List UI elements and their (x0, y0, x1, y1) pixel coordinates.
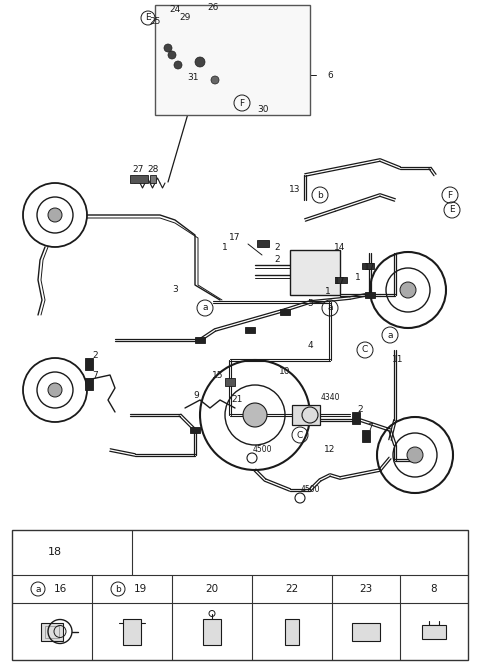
Text: 20: 20 (205, 584, 218, 594)
Circle shape (211, 76, 219, 84)
Bar (45, 625, 59, 637)
Bar (12, 530, 468, 660)
Bar (85, 358, 93, 370)
Text: 2: 2 (274, 256, 280, 264)
Text: 26: 26 (207, 3, 219, 13)
Text: b: b (115, 584, 121, 594)
Text: E: E (449, 205, 455, 214)
Bar (123, 618, 141, 645)
Bar (362, 263, 374, 269)
Text: 12: 12 (324, 446, 336, 454)
Text: 1: 1 (325, 286, 331, 295)
Bar (150, 175, 156, 183)
Text: 19: 19 (133, 584, 146, 594)
Bar (85, 378, 93, 390)
Bar (352, 412, 360, 424)
Circle shape (243, 403, 267, 427)
Circle shape (48, 383, 62, 397)
Text: 28: 28 (147, 165, 159, 175)
Circle shape (195, 57, 205, 67)
Text: 4340: 4340 (320, 394, 340, 402)
Text: 23: 23 (360, 584, 372, 594)
Circle shape (400, 282, 416, 298)
Circle shape (174, 61, 182, 69)
Text: 2: 2 (274, 244, 280, 252)
Text: a: a (387, 331, 393, 339)
Text: 17: 17 (364, 264, 376, 272)
Text: 14: 14 (334, 244, 346, 252)
Text: 3: 3 (172, 286, 178, 295)
Text: 18: 18 (48, 547, 62, 557)
Circle shape (164, 44, 172, 52)
Text: 27: 27 (132, 165, 144, 175)
Text: 9: 9 (193, 390, 199, 400)
Bar (290, 250, 340, 295)
Text: 13: 13 (289, 185, 301, 195)
Text: 4500: 4500 (252, 446, 272, 454)
Text: E: E (145, 13, 151, 23)
Bar (41, 623, 63, 641)
Text: 7: 7 (92, 371, 98, 380)
Bar (292, 405, 320, 425)
Bar (245, 327, 255, 333)
Text: 1: 1 (355, 272, 361, 282)
Bar (225, 378, 235, 386)
Bar (203, 618, 221, 645)
Text: 21: 21 (231, 396, 243, 404)
Text: 6: 6 (327, 70, 333, 80)
Text: 16: 16 (53, 584, 67, 594)
Text: 2: 2 (357, 406, 363, 414)
Bar (130, 175, 148, 183)
Bar (335, 277, 347, 283)
Text: a: a (327, 303, 333, 313)
Text: 4500: 4500 (300, 485, 320, 495)
Text: F: F (240, 98, 245, 108)
Text: 1: 1 (222, 244, 228, 252)
Text: F: F (447, 191, 453, 199)
Bar (352, 623, 380, 641)
Text: 31: 31 (187, 74, 199, 82)
Circle shape (48, 208, 62, 222)
Bar (285, 618, 299, 645)
Circle shape (407, 447, 423, 463)
Bar (422, 625, 446, 639)
Text: 22: 22 (286, 584, 299, 594)
Text: 17: 17 (334, 278, 346, 286)
Bar (257, 240, 269, 247)
Text: 29: 29 (180, 13, 191, 23)
Text: 2: 2 (92, 351, 98, 359)
Text: 17: 17 (229, 234, 241, 242)
Text: 25: 25 (149, 17, 161, 27)
Text: 11: 11 (392, 355, 404, 365)
Bar (195, 337, 205, 343)
Text: a: a (202, 303, 208, 313)
Circle shape (168, 51, 176, 59)
Text: C: C (297, 430, 303, 440)
Bar (365, 292, 375, 298)
Text: 7: 7 (367, 424, 373, 432)
Text: 8: 8 (431, 584, 437, 594)
Bar (280, 309, 290, 315)
Text: C: C (362, 345, 368, 355)
Text: 10: 10 (279, 367, 291, 376)
Text: b: b (317, 191, 323, 199)
Text: 4: 4 (307, 341, 313, 349)
Text: a: a (35, 584, 41, 594)
Bar (362, 430, 370, 442)
Bar (190, 427, 200, 433)
Text: 24: 24 (169, 5, 180, 15)
Text: 15: 15 (212, 371, 224, 380)
Text: 5: 5 (307, 299, 313, 309)
Bar (155, 5, 310, 115)
Text: 30: 30 (257, 106, 268, 114)
